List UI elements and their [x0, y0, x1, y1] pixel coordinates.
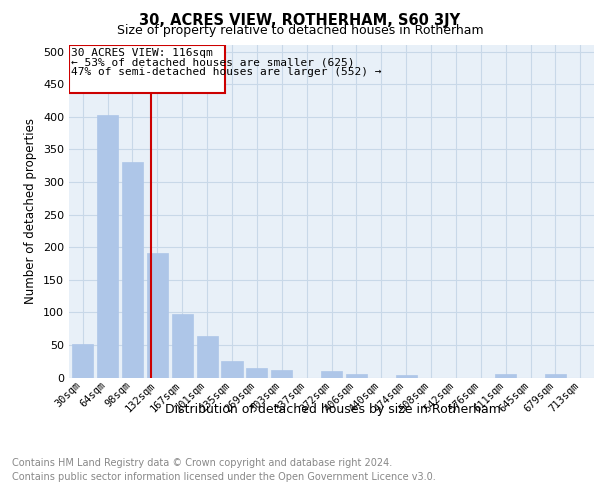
Bar [321, 371, 342, 378]
Bar [271, 370, 292, 378]
Bar [72, 344, 93, 378]
FancyBboxPatch shape [69, 45, 224, 92]
Bar [172, 314, 193, 378]
Bar [197, 336, 218, 378]
Bar [221, 361, 242, 378]
Text: 47% of semi-detached houses are larger (552) →: 47% of semi-detached houses are larger (… [71, 67, 382, 77]
Text: Distribution of detached houses by size in Rotherham: Distribution of detached houses by size … [165, 402, 501, 415]
Text: 30, ACRES VIEW, ROTHERHAM, S60 3JY: 30, ACRES VIEW, ROTHERHAM, S60 3JY [139, 12, 461, 28]
Bar [346, 374, 367, 378]
Text: ← 53% of detached houses are smaller (625): ← 53% of detached houses are smaller (62… [71, 58, 355, 68]
Bar [147, 253, 168, 378]
Text: Contains HM Land Registry data © Crown copyright and database right 2024.: Contains HM Land Registry data © Crown c… [12, 458, 392, 468]
Text: Contains public sector information licensed under the Open Government Licence v3: Contains public sector information licen… [12, 472, 436, 482]
Bar [122, 162, 143, 378]
Bar [246, 368, 268, 378]
Bar [395, 375, 417, 378]
Text: Size of property relative to detached houses in Rotherham: Size of property relative to detached ho… [116, 24, 484, 37]
Bar [97, 116, 118, 378]
Bar [545, 374, 566, 378]
Bar [495, 374, 516, 378]
Text: 30 ACRES VIEW: 116sqm: 30 ACRES VIEW: 116sqm [71, 48, 213, 58]
Y-axis label: Number of detached properties: Number of detached properties [25, 118, 37, 304]
